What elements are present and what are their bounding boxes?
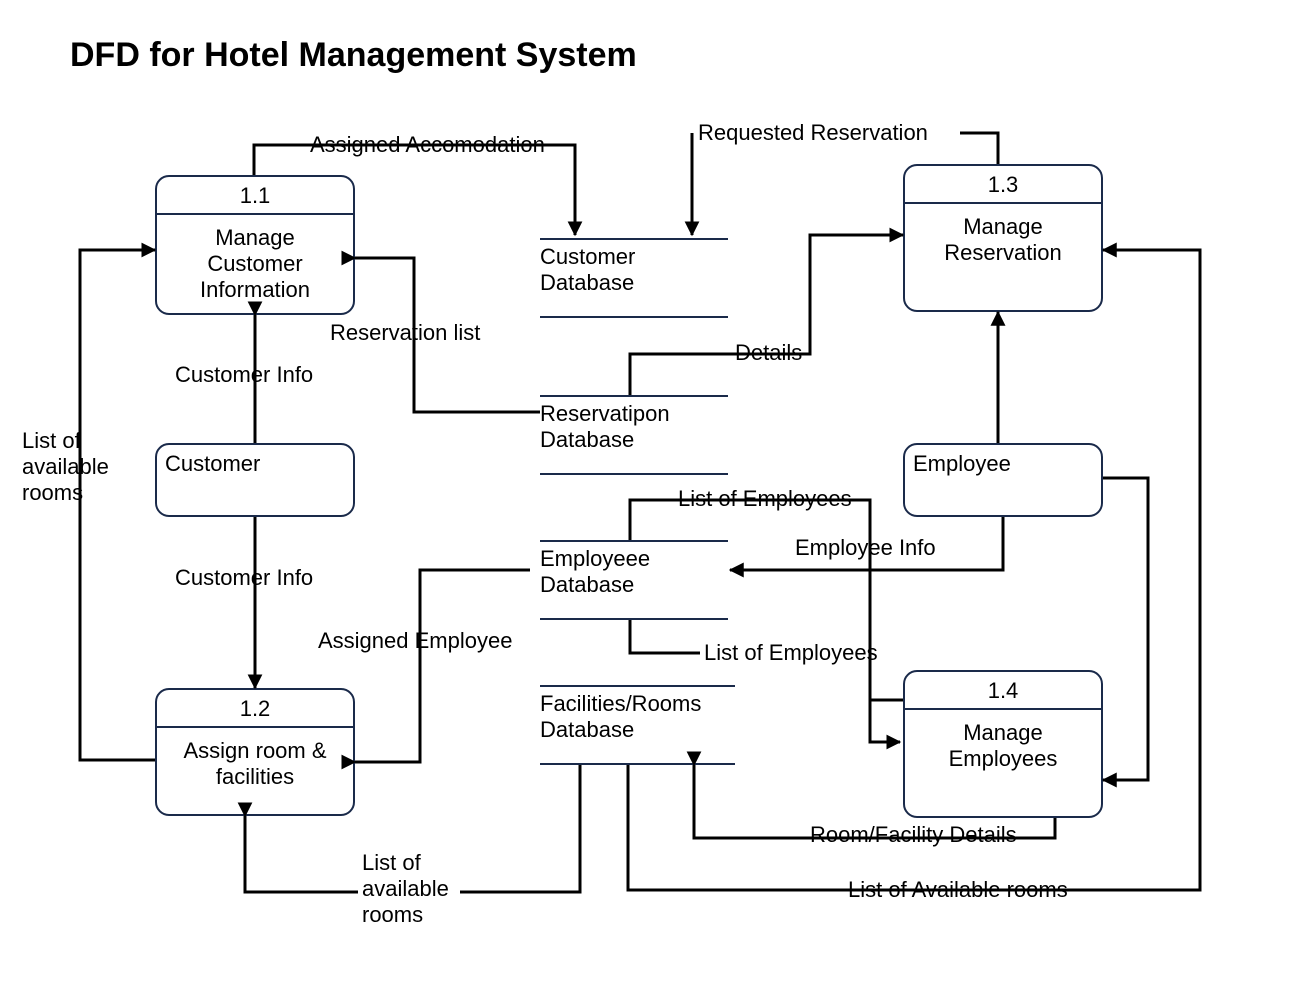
edge <box>245 816 358 892</box>
datastore-bottom-line <box>540 316 728 318</box>
edge <box>960 133 998 164</box>
process-name: Manage Customer Information <box>157 215 353 313</box>
process-name: Manage Employees <box>905 710 1101 782</box>
datastore-name: Facilities/Rooms Database <box>540 687 735 763</box>
edge-label-list-available-rooms-bottom: List of available rooms <box>362 850 449 928</box>
entity-name: Employee <box>913 451 1093 477</box>
entity-employee: Employee <box>903 443 1103 517</box>
process-number: 1.4 <box>905 672 1101 710</box>
datastore-employee-database: Employeee Database <box>540 540 728 620</box>
process-number: 1.3 <box>905 166 1101 204</box>
edge-label-details: Details <box>735 340 802 366</box>
process-name: Manage Reservation <box>905 204 1101 276</box>
datastore-customer-database: Customer Database <box>540 238 728 318</box>
datastore-name: Employeee Database <box>540 542 728 618</box>
datastore-bottom-line <box>540 473 728 475</box>
entity-customer: Customer <box>155 443 355 517</box>
process-1-2-assign-room-facilities: 1.2 Assign room & facilities <box>155 688 355 816</box>
edge-label-list-available-rooms-right: List of Available rooms <box>848 877 1068 903</box>
datastore-bottom-line <box>540 763 735 765</box>
edge-label-customer-info-up: Customer Info <box>175 362 313 388</box>
edge-label-requested-reservation: Requested Reservation <box>698 120 928 146</box>
edge-label-list-available-rooms-left: List of available rooms <box>22 428 109 506</box>
process-number: 1.1 <box>157 177 353 215</box>
process-1-4-manage-employees: 1.4 Manage Employees <box>903 670 1103 818</box>
edge-label-room-facility-details: Room/Facility Details <box>810 822 1017 848</box>
edge-label-customer-info-down: Customer Info <box>175 565 313 591</box>
datastore-facilities-rooms-database: Facilities/Rooms Database <box>540 685 735 765</box>
edge-label-employee-info: Employee Info <box>795 535 936 561</box>
datastore-name: Customer Database <box>540 240 728 316</box>
edge <box>355 700 420 762</box>
edge-label-list-employees-2: List of Employees <box>704 640 878 666</box>
edge-label-assigned-accomodation: Assigned Accomodation <box>310 132 545 158</box>
process-name: Assign room & facilities <box>157 728 353 800</box>
edge-label-list-employees-1: List of Employees <box>678 486 852 512</box>
datastore-bottom-line <box>540 618 728 620</box>
edge-label-assigned-employee: Assigned Employee <box>318 628 512 654</box>
datastore-name: Reservatipon Database <box>540 397 728 473</box>
edge <box>460 765 580 892</box>
edge <box>1103 478 1148 780</box>
entity-name: Customer <box>165 451 345 477</box>
edge-label-reservation-list: Reservation list <box>330 320 480 346</box>
edge <box>630 620 700 653</box>
process-1-1-manage-customer-information: 1.1 Manage Customer Information <box>155 175 355 315</box>
datastore-reservation-database: Reservatipon Database <box>540 395 728 475</box>
edge <box>870 700 900 742</box>
process-1-3-manage-reservation: 1.3 Manage Reservation <box>903 164 1103 312</box>
process-number: 1.2 <box>157 690 353 728</box>
diagram-title: DFD for Hotel Management System <box>70 36 637 75</box>
